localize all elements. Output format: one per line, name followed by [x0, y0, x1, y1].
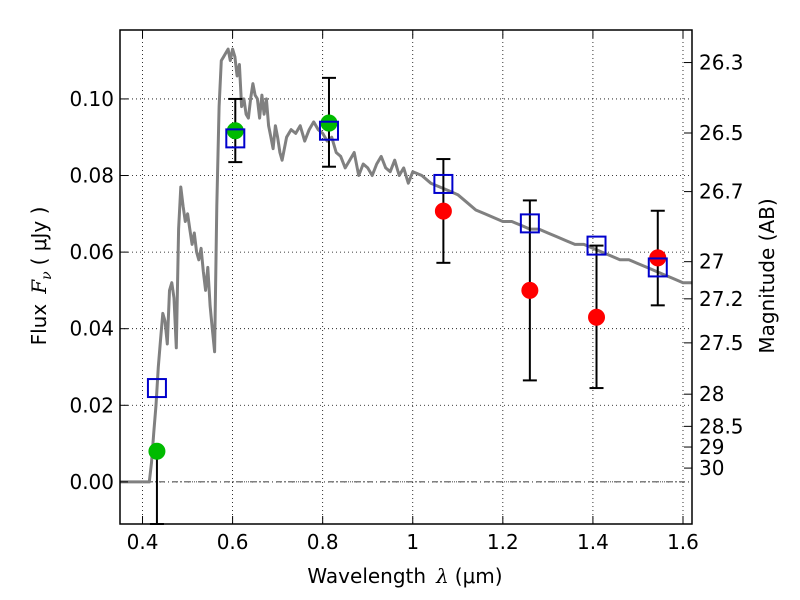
observed-flux-point [148, 442, 166, 460]
data-marks [146, 76, 668, 525]
model-band-flux-square [225, 128, 246, 149]
x-tick-label: 1 [406, 530, 419, 554]
model-band-flux-square [647, 257, 668, 278]
y-tick-label: 0.04 [69, 317, 114, 341]
y-axis-label: Flux Fν ( μJy ) [27, 207, 55, 346]
y-tick-label: 0.10 [69, 87, 114, 111]
right-tick-label: 29 [699, 435, 724, 459]
x-axis-label-text: Wavelength [307, 564, 426, 588]
model-band-flux-square [586, 235, 607, 256]
right-tick-label: 27 [699, 250, 724, 274]
right-tick-label: 26.3 [699, 51, 744, 75]
y-axis-unit: ( μJy ) [27, 207, 51, 266]
observed-flux-point [521, 281, 539, 299]
x-tick-label: 0.6 [217, 530, 249, 554]
model-spectrum-line [120, 47, 692, 484]
model-band-flux-square [146, 378, 167, 399]
x-axis-unit: (μm) [455, 564, 503, 588]
y-axis-symbol: F [27, 279, 51, 295]
y-tick-label: 0.08 [69, 164, 114, 188]
y-axis-subscript: ν [39, 271, 55, 280]
y-axis-label-text: Flux [27, 304, 51, 346]
x-tick-label: 1.4 [577, 530, 609, 554]
x-axis-ticks: 0.4 0.6 0.8 1 1.2 1.4 1.6 [127, 30, 699, 554]
observed-flux-point [226, 122, 244, 140]
right-tick-label: 28 [699, 382, 724, 406]
right-tick-label: 27.2 [699, 287, 744, 311]
y-tick-label: 0.02 [69, 393, 114, 417]
model-band-flux-square [433, 173, 454, 194]
right-tick-label: 28.5 [699, 414, 744, 438]
right-tick-label: 30 [699, 456, 724, 480]
x-tick-label: 0.4 [127, 530, 159, 554]
right-tick-label: 26.5 [699, 121, 744, 145]
x-tick-label: 0.8 [307, 530, 339, 554]
y-tick-label: 0.06 [69, 240, 114, 264]
y-axis-ticks: 0.00 0.02 0.04 0.06 0.08 0.10 [69, 87, 128, 494]
plot-frame [119, 29, 693, 525]
observed-flux-point [434, 202, 452, 220]
y-tick-label: 0.00 [69, 470, 114, 494]
right-tick-label: 26.7 [699, 180, 744, 204]
observed-flux-point [320, 114, 338, 132]
x-tick-label: 1.2 [487, 530, 519, 554]
x-axis-symbol: λ [435, 564, 449, 588]
right-tick-label: 27.5 [699, 331, 744, 355]
model-band-flux-square [318, 120, 339, 141]
x-tick-label: 1.6 [667, 530, 699, 554]
x-axis-label: Wavelength λ (μm) [307, 564, 502, 588]
model-band-flux-square [519, 213, 540, 234]
right-axis-label: Magnitude (AB) [755, 198, 779, 353]
observed-flux-point [588, 308, 606, 326]
